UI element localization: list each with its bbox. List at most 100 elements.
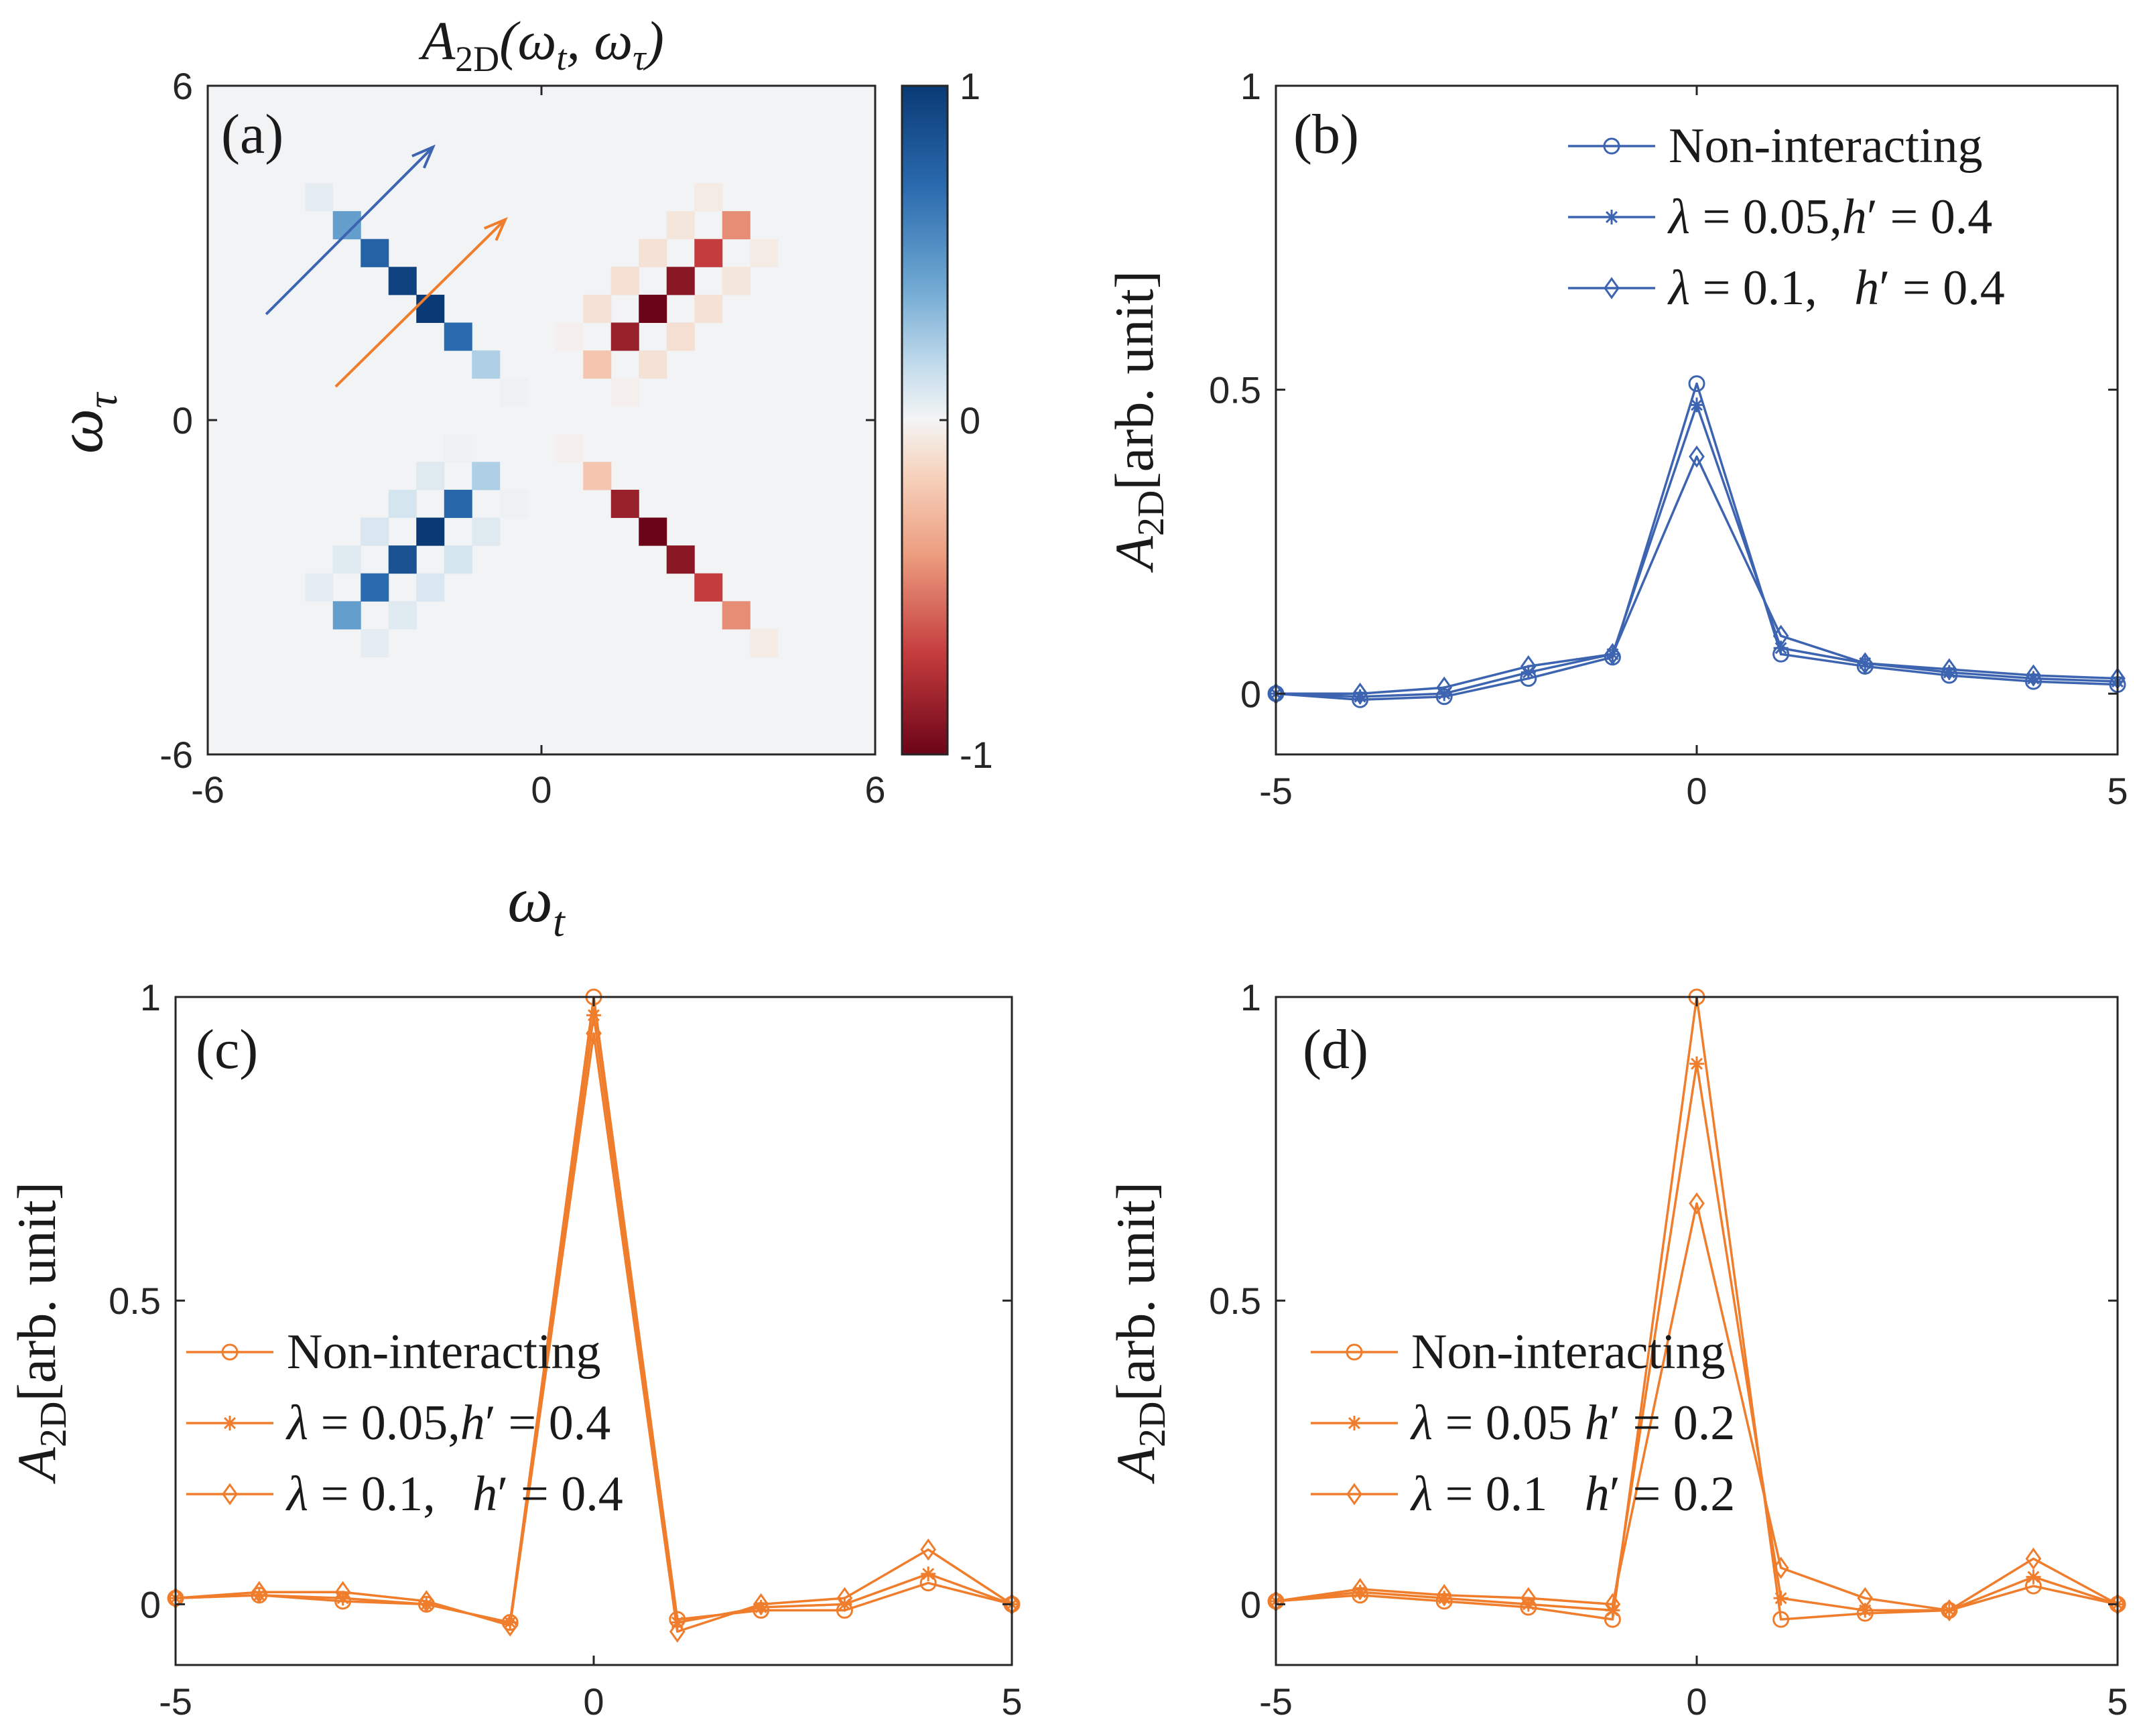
series-line bbox=[175, 1014, 1013, 1624]
heatmap-peak-cell bbox=[583, 462, 612, 490]
circle-marker bbox=[221, 1343, 239, 1361]
asterisk-stroke bbox=[336, 1592, 349, 1605]
panel-c-ticks: -5 0 5 0 0.5 1 bbox=[109, 976, 1022, 1723]
asterisk-stroke bbox=[1606, 1604, 1619, 1617]
heatmap-halo-cell bbox=[444, 433, 472, 462]
heatmap-peak-cell bbox=[444, 322, 472, 351]
ytick-label: 0.5 bbox=[1209, 1280, 1261, 1322]
diamond-marker bbox=[1689, 1192, 1705, 1215]
legend-entry-label: λ = 0.05,h′ = 0.4 bbox=[1667, 190, 1992, 245]
series-line bbox=[175, 1032, 1013, 1633]
diamond-marker bbox=[1689, 445, 1705, 468]
diamond-marker bbox=[1436, 676, 1453, 699]
heatmap-halo-cell bbox=[750, 239, 779, 267]
diamond-marker bbox=[1520, 1587, 1537, 1609]
diamond-marker bbox=[586, 1022, 602, 1045]
heatmap-peak-cell bbox=[416, 517, 445, 546]
panel-c-label: (c) bbox=[196, 1018, 258, 1081]
heatmap-peak-cell bbox=[472, 462, 501, 490]
heatmap-peak-cell bbox=[722, 601, 751, 630]
ytick-label: 1 bbox=[1240, 65, 1261, 107]
diamond-marker bbox=[1604, 1593, 1621, 1615]
series-line bbox=[175, 996, 1013, 1624]
series-line bbox=[1275, 382, 2118, 702]
xtick-label: -5 bbox=[1259, 770, 1293, 812]
heatmap-peak-cell bbox=[666, 545, 695, 574]
heatmap-xtick-label: 6 bbox=[864, 769, 885, 811]
heatmap-ytick-label: 0 bbox=[172, 399, 193, 442]
asterisk-marker bbox=[921, 1566, 936, 1582]
diamond-marker bbox=[502, 1614, 519, 1637]
blue-arrow-shaft bbox=[265, 146, 434, 316]
circle-marker bbox=[1772, 1611, 1790, 1628]
heatmap-halo-cell bbox=[639, 239, 667, 267]
asterisk-marker bbox=[1689, 1056, 1704, 1071]
panel-d-label: (d) bbox=[1303, 1018, 1368, 1081]
heatmap-halo-cell bbox=[666, 322, 695, 351]
diamond-marker bbox=[1772, 1556, 1789, 1579]
heatmap-peak-cell bbox=[444, 489, 472, 519]
heatmap-halo-cell bbox=[416, 462, 445, 490]
legend-entry-label: λ = 0.1 h′ = 0.2 bbox=[1410, 1467, 1735, 1522]
heatmap-peak-cell bbox=[583, 350, 612, 379]
ytick-label: 0.5 bbox=[1209, 369, 1261, 411]
diamond-marker bbox=[334, 1581, 351, 1603]
heatmap-peak-cell bbox=[639, 294, 667, 323]
diamond-marker bbox=[669, 1620, 686, 1643]
panel-d-ticks: -5 0 5 0 0.5 1 bbox=[1209, 976, 2128, 1723]
heatmap-peak-cell bbox=[332, 601, 361, 630]
legend-entry-label: λ = 0.05 h′ = 0.2 bbox=[1410, 1396, 1735, 1451]
asterisk-stroke bbox=[838, 1598, 851, 1611]
heatmap-peak-cell bbox=[388, 267, 417, 295]
legend-entry-label: Non-interacting bbox=[1411, 1325, 1726, 1380]
ytick-label: 0 bbox=[140, 1583, 161, 1625]
diamond-marker bbox=[1857, 652, 1874, 675]
heatmap-peak-cell bbox=[472, 350, 501, 379]
asterisk-marker bbox=[222, 1416, 237, 1430]
legend-entry-label: λ = 0.05,h′ = 0.4 bbox=[285, 1396, 610, 1451]
heatmap-peak-cell bbox=[610, 489, 639, 519]
heatmap-halo-cell bbox=[305, 573, 334, 602]
asterisk-stroke bbox=[922, 1568, 935, 1581]
heatmap-halo-cell bbox=[722, 267, 751, 295]
series-asterisk bbox=[1269, 397, 2125, 704]
heatmap-peak-cell bbox=[666, 267, 695, 295]
diamond-marker bbox=[2025, 1547, 2042, 1570]
diamond-marker bbox=[418, 1590, 435, 1613]
ytick-label: 0 bbox=[1240, 673, 1261, 715]
asterisk-stroke bbox=[1438, 687, 1451, 700]
asterisk-stroke bbox=[1691, 1057, 1703, 1070]
series-asterisk bbox=[168, 1008, 1019, 1630]
heatmap-halo-cell bbox=[332, 545, 361, 574]
heatmap-peak-cell bbox=[610, 322, 639, 351]
colorbar: 1 0 -1 bbox=[901, 65, 993, 776]
circle-marker bbox=[1346, 1343, 1363, 1361]
heatmap-halo-cell bbox=[499, 489, 528, 519]
plot-d-series bbox=[1267, 988, 2126, 1628]
series-line bbox=[1276, 455, 2118, 695]
asterisk-stroke bbox=[2027, 1571, 2040, 1583]
series-line bbox=[1275, 1202, 2118, 1612]
heatmap-halo-cell bbox=[666, 211, 695, 240]
colorbar-ticks: 1 0 -1 bbox=[940, 65, 993, 776]
series-diamond bbox=[1268, 1192, 2126, 1622]
heatmap-yticks: -6 0 6 bbox=[159, 65, 875, 776]
heatmap-xtick-label: -6 bbox=[191, 769, 224, 811]
diamond-marker bbox=[1352, 682, 1368, 705]
asterisk-stroke bbox=[1522, 1598, 1535, 1611]
panel-b-line-chart: -5 0 5 0 0.5 1 (b) A2D[arb. unit] Non-interac… bbox=[1104, 65, 2128, 812]
series-circle bbox=[1267, 375, 2126, 708]
panel-c-ylabel: A2D[arb. unit] bbox=[6, 1182, 74, 1484]
heatmap-halo-cell bbox=[694, 294, 723, 323]
ytick-label: 0 bbox=[1240, 1583, 1261, 1625]
plot-b-series bbox=[1267, 375, 2126, 708]
heatmap-halo-cell bbox=[639, 350, 667, 379]
asterisk-marker bbox=[586, 1008, 601, 1023]
heatmap-cells bbox=[305, 183, 779, 657]
asterisk-stroke bbox=[1774, 1592, 1787, 1605]
diamond-marker bbox=[1346, 1483, 1362, 1506]
panel-a-heatmap: A2D(ωt, ωτ) -6 0 6 -6 0 6 (a) ωt ωτ bbox=[44, 10, 886, 945]
asterisk-stroke bbox=[588, 1009, 600, 1022]
xtick-label: 0 bbox=[583, 1680, 604, 1723]
